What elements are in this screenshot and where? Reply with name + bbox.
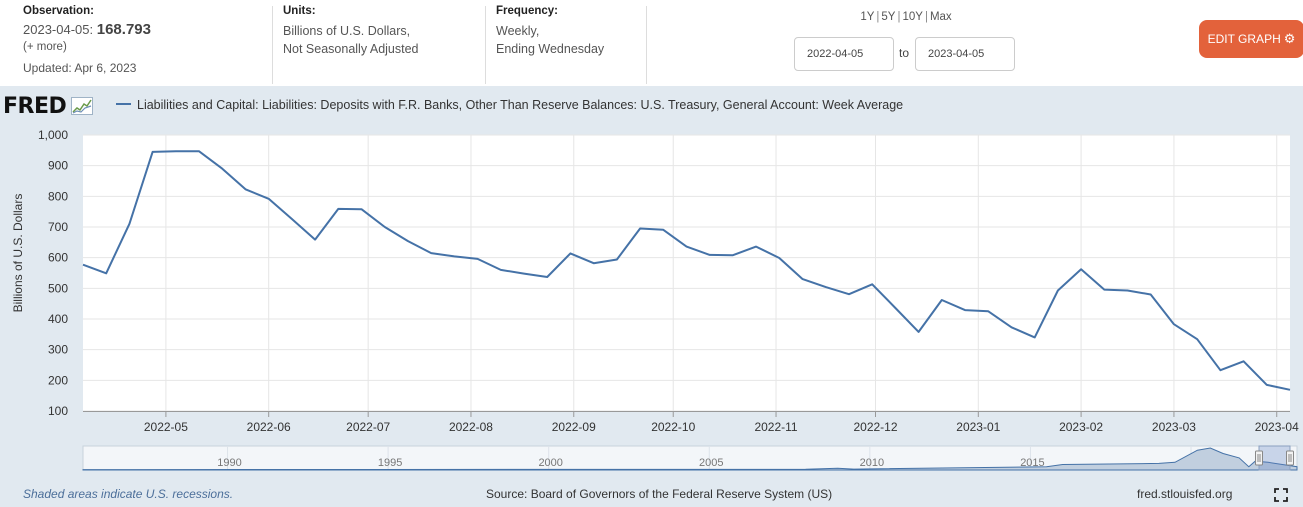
- recession-note: Shaded areas indicate U.S. recessions.: [23, 487, 234, 501]
- legend-text: Liabilities and Capital: Liabilities: De…: [137, 98, 904, 112]
- y-tick-label: 100: [48, 404, 68, 418]
- x-tick-label: 2023-04: [1255, 420, 1299, 434]
- edit-graph-label: EDIT GRAPH: [1207, 32, 1281, 46]
- navigator-year-label: 2010: [860, 457, 884, 469]
- y-tick-label: 1,000: [38, 128, 68, 142]
- x-tick-label: 2023-03: [1152, 420, 1196, 434]
- start-date-input[interactable]: 2022-04-05: [794, 37, 894, 71]
- y-tick-label: 200: [48, 373, 68, 387]
- x-tick-label: 2022-05: [144, 420, 188, 434]
- y-tick-label: 800: [48, 189, 68, 203]
- navigator-selection[interactable]: [1258, 445, 1291, 471]
- navigator-year-label: 2015: [1020, 457, 1044, 469]
- units-panel: Units: Billions of U.S. Dollars, Not Sea…: [283, 0, 483, 84]
- x-tick-label: 2023-02: [1059, 420, 1103, 434]
- legend-swatch: [116, 102, 131, 105]
- observation-date: 2023-04-05:: [23, 22, 94, 37]
- frequency-text: Weekly, Ending Wednesday: [496, 22, 646, 58]
- y-axis-label: Billions of U.S. Dollars: [11, 193, 25, 313]
- end-date-input[interactable]: 2023-04-05: [915, 37, 1015, 71]
- range-max-link[interactable]: Max: [929, 11, 952, 23]
- frequency-line-2: Ending Wednesday: [496, 42, 605, 56]
- navigator-handle[interactable]: [1286, 450, 1294, 466]
- y-tick-label: 600: [48, 251, 68, 265]
- navigator-year-label: 1995: [378, 457, 402, 469]
- y-tick-label: 300: [48, 343, 68, 357]
- y-tick-label: 900: [48, 159, 68, 173]
- navigator-year-label: 1990: [217, 457, 241, 469]
- series-legend[interactable]: Liabilities and Capital: Liabilities: De…: [116, 98, 903, 112]
- x-tick-label: 2022-08: [449, 420, 493, 434]
- x-tick-label: 2022-07: [346, 420, 390, 434]
- divider: [646, 6, 647, 84]
- x-tick-label: 2022-12: [853, 420, 897, 434]
- date-to-label: to: [899, 46, 910, 60]
- series-line[interactable]: [82, 150, 1291, 391]
- range-5y-link[interactable]: 5Y: [881, 11, 896, 23]
- range-1y-link[interactable]: 1Y: [860, 11, 875, 23]
- x-tick-label: 2022-06: [247, 420, 291, 434]
- more-observations-link[interactable]: (+ more): [23, 41, 67, 53]
- edit-graph-button[interactable]: EDIT GRAPH ⚙: [1199, 20, 1303, 58]
- divider: [485, 6, 486, 84]
- navigator-year-label: 2005: [699, 457, 723, 469]
- fred-logo[interactable]: FRED: [3, 94, 93, 119]
- x-tick-label: 2022-11: [754, 420, 797, 434]
- chart-svg[interactable]: 100 200 300 400 500 600 700 800 900 1,000 2022-05 2…: [0, 86, 1303, 507]
- units-line-2: Not Seasonally Adjusted: [283, 42, 419, 56]
- navigator-series-area: [82, 447, 1298, 471]
- fred-url-link[interactable]: fred.stlouisfed.org: [1137, 487, 1233, 501]
- navigator-year-label: 2000: [538, 457, 562, 469]
- navigator-handle[interactable]: [1255, 450, 1263, 466]
- x-tick-label: 2022-09: [552, 420, 596, 434]
- divider: [272, 6, 273, 84]
- range-links: 1Y | 5Y | 10Y | Max: [860, 11, 952, 23]
- fred-logo-chart-icon: [70, 97, 93, 115]
- plot-background: [83, 135, 1290, 411]
- observation-panel: Observation: 2023-04-05: 168.793 (+ more…: [23, 0, 263, 84]
- gear-icon: ⚙: [1283, 31, 1296, 46]
- y-tick-label: 700: [48, 220, 68, 234]
- observation-label: Observation:: [23, 5, 94, 17]
- updated-date: Updated: Apr 6, 2023: [23, 61, 137, 75]
- observation-line: 2023-04-05: 168.793: [23, 21, 263, 38]
- units-text: Billions of U.S. Dollars, Not Seasonally…: [283, 22, 483, 58]
- x-tick-label: 2023-01: [956, 420, 1000, 434]
- frequency-label: Frequency:: [496, 5, 558, 17]
- y-tick-label: 500: [48, 281, 68, 295]
- units-line-1: Billions of U.S. Dollars,: [283, 24, 411, 38]
- frequency-line-1: Weekly,: [496, 24, 540, 38]
- chart-panel: 100 200 300 400 500 600 700 800 900 1,000 2022-05 2…: [0, 86, 1303, 507]
- x-tick-label: 2022-10: [651, 420, 695, 434]
- range-10y-link[interactable]: 10Y: [902, 11, 923, 23]
- y-tick-label: 400: [48, 312, 68, 326]
- fullscreen-icon[interactable]: [1274, 488, 1288, 502]
- source-note: Source: Board of Governors of the Federa…: [486, 487, 833, 501]
- observation-value: 168.793: [96, 21, 151, 38]
- frequency-panel: Frequency: Weekly, Ending Wednesday: [496, 0, 646, 84]
- series-header: Observation: 2023-04-05: 168.793 (+ more…: [0, 0, 1303, 86]
- units-label: Units:: [283, 5, 316, 17]
